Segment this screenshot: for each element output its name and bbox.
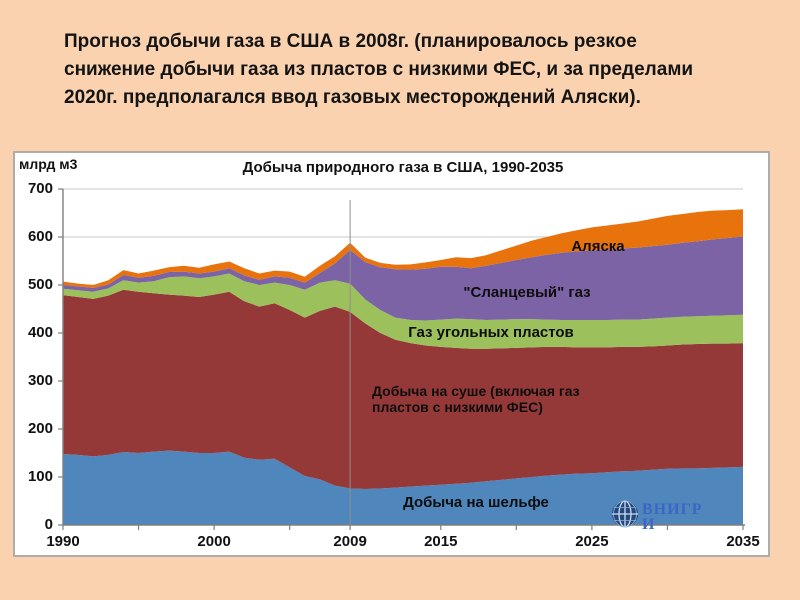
- stacked-area-chart: [58, 188, 745, 530]
- y-tick-label-0: 0: [44, 516, 53, 533]
- chart-panel: млрд м3 Добыча природного газа в США, 19…: [13, 151, 770, 557]
- y-tick-label-200: 200: [27, 420, 53, 437]
- area-label-shale-gas: "Сланцевый" газ: [463, 284, 591, 301]
- y-tick-label-500: 500: [27, 276, 53, 293]
- area-label-offshore: Добыча на шельфе: [403, 494, 549, 511]
- globe-icon: [612, 500, 638, 528]
- logo-text-line2: И: [642, 516, 656, 533]
- area-label-alaska: Аляска: [571, 238, 625, 255]
- area-series-4: [63, 209, 743, 288]
- x-tick-label-2025: 2025: [575, 533, 609, 550]
- area-series-3: [63, 236, 743, 321]
- area-series-1: [63, 289, 743, 489]
- x-tick-label-2009: 2009: [333, 533, 367, 550]
- area-label-onshore: Добыча на суше (включая газ пластов с ни…: [372, 383, 580, 415]
- x-tick-label-2015: 2015: [424, 533, 458, 550]
- vnigri-logo: ВНИГР И: [611, 498, 721, 536]
- x-tick-label-1990: 1990: [46, 533, 80, 550]
- chart-title: Добыча природного газа в США, 1990-2035: [242, 159, 564, 176]
- y-axis-unit-label: млрд м3: [19, 156, 78, 172]
- x-tick-label-2000: 2000: [197, 533, 231, 550]
- y-tick-label-300: 300: [27, 372, 53, 389]
- area-label-coalbed-gas: Газ угольных пластов: [408, 324, 574, 341]
- x-tick-label-2035: 2035: [726, 533, 760, 550]
- y-tick-label-400: 400: [27, 324, 53, 341]
- y-tick-label-100: 100: [27, 468, 53, 485]
- area-series-2: [63, 273, 743, 349]
- y-tick-label-700: 700: [27, 180, 53, 197]
- slide-title: Прогноз добычи газа в США в 2008г. (план…: [64, 31, 694, 108]
- chart-plot-area: млрд м3 Добыча природного газа в США, 19…: [15, 153, 768, 555]
- logo-text-line1: ВНИГР: [642, 501, 703, 518]
- area-series-0: [63, 450, 743, 525]
- y-tick-label-600: 600: [27, 228, 53, 245]
